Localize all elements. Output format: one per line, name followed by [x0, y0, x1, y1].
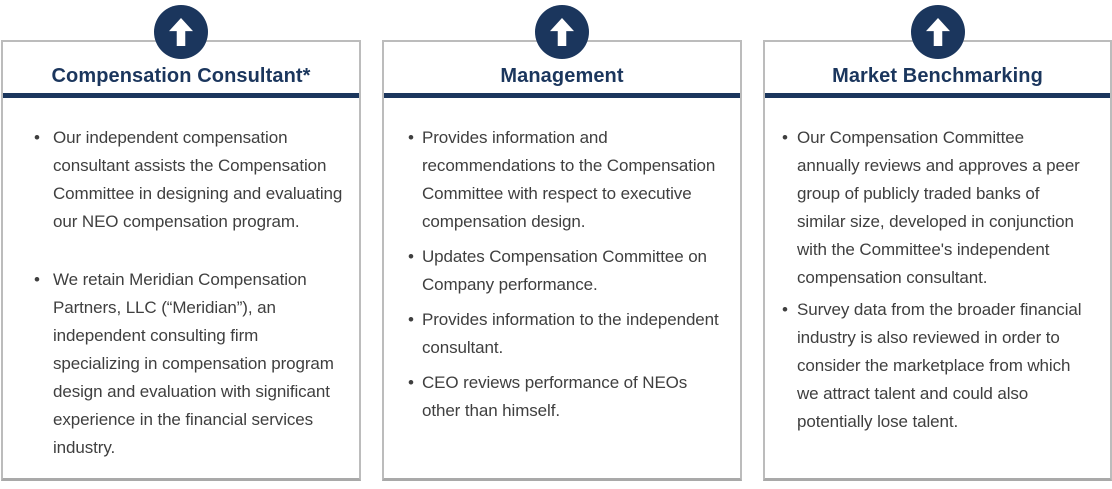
- card-title: Compensation Consultant*: [51, 65, 311, 87]
- bullet-item: Provides information and recommendations…: [407, 124, 726, 236]
- card-title: Management: [500, 65, 624, 87]
- bullet-item: Our Compensation Committee annually revi…: [781, 124, 1083, 292]
- bullet-list: Our Compensation Committee annually revi…: [765, 98, 1110, 436]
- bullet-item: Survey data from the broader financial i…: [781, 296, 1083, 436]
- up-arrow-badge: [154, 5, 208, 59]
- card-title: Market Benchmarking: [832, 65, 1043, 87]
- title-divider: [765, 93, 1110, 98]
- up-arrow-icon: [925, 18, 950, 46]
- bullet-item: Our independent compensation consultant …: [33, 124, 344, 236]
- bullet-item: CEO reviews performance of NEOs other th…: [407, 369, 726, 425]
- bullet-item: Provides information to the independent …: [407, 306, 726, 362]
- up-arrow-icon: [169, 18, 193, 46]
- up-arrow-icon: [550, 18, 574, 46]
- card-compensation-consultant: Compensation Consultant* Our independent…: [1, 5, 361, 481]
- bullet-item: Updates Compensation Committee on Compan…: [407, 243, 726, 299]
- title-divider: [384, 93, 740, 98]
- bullet-list: Provides information and recommendations…: [384, 98, 740, 425]
- up-arrow-badge: [910, 5, 965, 59]
- title-divider: [3, 93, 359, 98]
- bullet-item: We retain Meridian Compensation Partners…: [33, 266, 344, 462]
- card-market-benchmarking: Market Benchmarking Our Compensation Com…: [763, 5, 1112, 481]
- card-management: Management Provides information and reco…: [382, 5, 742, 481]
- up-arrow-badge: [535, 5, 589, 59]
- bullet-list: Our independent compensation consultant …: [3, 98, 359, 462]
